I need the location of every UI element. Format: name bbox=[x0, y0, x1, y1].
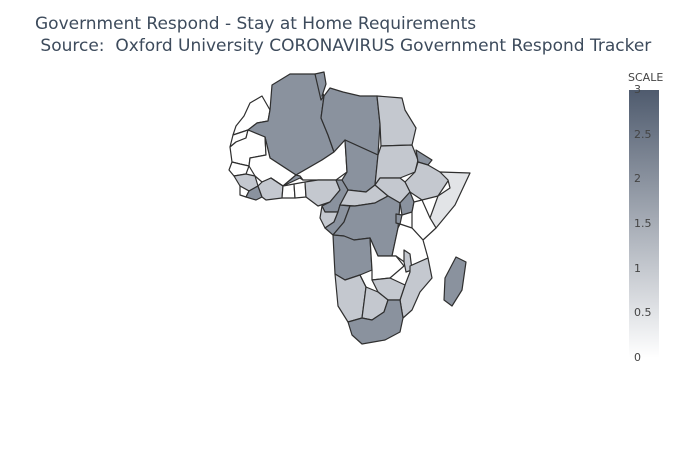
map-title-line-1: Government Respond - Stay at Home Requir… bbox=[35, 14, 477, 34]
country-burkina-faso[interactable] bbox=[270, 174, 304, 187]
colorbar-tick-label: 0.5 bbox=[634, 306, 652, 320]
country-madagascar[interactable] bbox=[443, 256, 467, 307]
country-ghana[interactable] bbox=[281, 183, 296, 199]
colorbar-title: SCALE bbox=[628, 71, 664, 84]
country-south-africa[interactable] bbox=[347, 299, 404, 345]
colorbar-tick-label: 1.5 bbox=[634, 217, 652, 230]
colorbar-tick-label: 2 bbox=[634, 172, 641, 186]
country-liberia[interactable] bbox=[245, 185, 263, 201]
colorbar-tick-label: 3 bbox=[634, 83, 641, 96]
colorbar-tick-label: 0 bbox=[634, 351, 641, 364]
country-egypt[interactable] bbox=[376, 95, 417, 147]
map-title: Government Respond - Stay at Home Requir… bbox=[35, 13, 651, 57]
country-namibia[interactable] bbox=[334, 273, 367, 323]
country-rwanda-burundi[interactable] bbox=[395, 213, 403, 225]
country-togo-benin[interactable] bbox=[293, 181, 307, 199]
country-zambia[interactable] bbox=[369, 237, 405, 281]
country-tunisia[interactable] bbox=[314, 71, 327, 101]
country-libya[interactable] bbox=[320, 87, 381, 156]
country-angola[interactable] bbox=[332, 234, 373, 281]
colorbar bbox=[629, 90, 659, 358]
map-title-line-2: Source: Oxford University CORONAVIRUS Go… bbox=[35, 36, 652, 56]
country-mozambique[interactable] bbox=[399, 257, 433, 319]
colorbar-tick-label: 1 bbox=[634, 261, 641, 275]
colorbar-tick-label: 2.5 bbox=[634, 127, 652, 141]
